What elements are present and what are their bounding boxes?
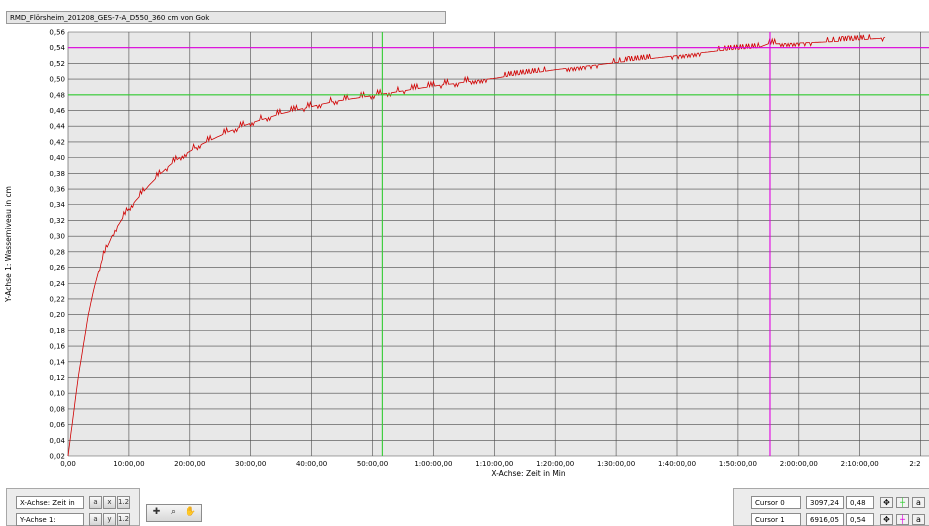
- y-tick-label: 0,20: [49, 311, 65, 319]
- y-axis-name-field[interactable]: Y-Achse 1:: [16, 513, 84, 526]
- cursor-0-style-icon[interactable]: ┼: [896, 497, 909, 508]
- y-tick-label: 0,02: [49, 453, 65, 461]
- x-tick-label: 1:10:00,00: [475, 460, 513, 468]
- x-tick-label: 0,00: [60, 460, 76, 468]
- cursor-0-y-value[interactable]: 0,48: [846, 496, 874, 509]
- x-tick-label: 1:50:00,00: [719, 460, 757, 468]
- x-tick-label: 1:40:00,00: [658, 460, 696, 468]
- y-tick-label: 0,12: [49, 374, 65, 382]
- x-tick-label: 2:2: [909, 460, 920, 468]
- y-tick-label: 0,42: [49, 138, 65, 146]
- y-tick-label: 0,34: [49, 201, 65, 209]
- x-tick-label: 2:00:00,00: [780, 460, 818, 468]
- chart-title: RMD_Flörsheim_201208_GES-7-A_D550_360 cm…: [6, 11, 446, 24]
- graph-palette: ✚ ⌕ ✋: [146, 504, 202, 522]
- y-axis-scale-format-button[interactable]: y: [103, 513, 116, 526]
- waveform-chart[interactable]: 0,02 0,04 0,06 0,08 0,10 0,12 0,14 0,16 0,18 0,20…: [0, 26, 929, 486]
- cursor-1-style-icon[interactable]: ┼: [896, 514, 909, 525]
- x-axis-precision-button[interactable]: 1.2: [117, 496, 130, 509]
- x-tick-label: 2:10:00,00: [841, 460, 879, 468]
- crosshair-icon[interactable]: ✚: [152, 507, 161, 517]
- y-tick-labels: 0,02 0,04 0,06 0,08 0,10 0,12 0,14 0,16 0,18 0,20…: [49, 29, 65, 461]
- y-tick-label: 0,08: [49, 405, 65, 413]
- y-tick-label: 0,40: [49, 154, 65, 162]
- y-tick-label: 0,50: [49, 76, 65, 84]
- x-tick-label: 20:00,00: [174, 460, 205, 468]
- cursor-1-name[interactable]: Cursor 1: [751, 513, 801, 526]
- y-tick-label: 0,06: [49, 421, 65, 429]
- y-tick-label: 0,48: [49, 91, 65, 99]
- x-tick-labels: 0,00 10:00,00 20:00,00 30:00,00 40:00,00 50:0…: [60, 460, 920, 468]
- x-axis-autoscale-lock-button[interactable]: a: [89, 496, 102, 509]
- cursor-1-x-value[interactable]: 6916,05: [806, 513, 844, 526]
- y-tick-label: 0,30: [49, 233, 65, 241]
- y-tick-label: 0,10: [49, 390, 65, 398]
- series-group: [67, 34, 886, 457]
- y-tick-label: 0,32: [49, 217, 65, 225]
- y-tick-label: 0,52: [49, 60, 65, 68]
- grid-lines: [67, 31, 929, 457]
- y-tick-label: 0,38: [49, 170, 65, 178]
- x-tick-label: 1:30:00,00: [597, 460, 635, 468]
- x-tick-label: 50:00,00: [357, 460, 388, 468]
- bottom-control-bar: X-Achse: Zeit in a x 1.2 Y-Achse 1: a y …: [0, 486, 929, 526]
- y-tick-label: 0,04: [49, 437, 65, 445]
- y-tick-label: 0,26: [49, 264, 65, 272]
- x-axis-scale-format-button[interactable]: x: [103, 496, 116, 509]
- cursor-legend: Cursor 0 3097,24 0,48 ✥ ┼ a Cursor 1 691…: [733, 488, 929, 526]
- x-tick-label: 1:20:00,00: [536, 460, 574, 468]
- cursor-lines[interactable]: [68, 32, 929, 456]
- y-tick-label: 0,54: [49, 44, 65, 52]
- zoom-icon[interactable]: ⌕: [170, 507, 177, 517]
- cursor-0-x-value[interactable]: 3097,24: [806, 496, 844, 509]
- x-axis-label: X-Achse: Zeit in Min: [491, 469, 566, 478]
- y-tick-label: 0,46: [49, 107, 65, 115]
- y-tick-label: 0,18: [49, 327, 65, 335]
- y-axis-autoscale-lock-button[interactable]: a: [89, 513, 102, 526]
- cursor-1-move-icon[interactable]: ✥: [880, 514, 893, 525]
- axis-scale-legend: X-Achse: Zeit in a x 1.2 Y-Achse 1: a y …: [6, 488, 140, 526]
- y-axis-precision-button[interactable]: 1.2: [117, 513, 130, 526]
- x-tick-label: 1:00:00,00: [414, 460, 452, 468]
- x-tick-label: 30:00,00: [235, 460, 266, 468]
- cursor-0-lock-icon[interactable]: a: [912, 497, 925, 508]
- plot-area[interactable]: [68, 32, 929, 456]
- y-tick-label: 0,28: [49, 248, 65, 256]
- x-axis-name-field[interactable]: X-Achse: Zeit in: [16, 496, 84, 509]
- y-tick-label: 0,22: [49, 295, 65, 303]
- y-tick-label: 0,16: [49, 343, 65, 351]
- x-tick-label: 40:00,00: [296, 460, 327, 468]
- cursor-1-y-value[interactable]: 0,54: [846, 513, 874, 526]
- y-axis-label: Y-Achse 1: Wasserniveau in cm: [4, 186, 13, 303]
- cursor-0-name[interactable]: Cursor 0: [751, 496, 801, 509]
- y-tick-label: 0,44: [49, 123, 65, 131]
- y-tick-label: 0,56: [49, 29, 65, 37]
- y-tick-label: 0,36: [49, 186, 65, 194]
- pan-hand-icon[interactable]: ✋: [184, 507, 197, 517]
- cursor-0-move-icon[interactable]: ✥: [880, 497, 893, 508]
- cursor-1-lock-icon[interactable]: a: [912, 514, 925, 525]
- y-tick-label: 0,14: [49, 358, 65, 366]
- x-tick-label: 10:00,00: [113, 460, 144, 468]
- y-tick-label: 0,24: [49, 280, 65, 288]
- series-line: [67, 34, 886, 457]
